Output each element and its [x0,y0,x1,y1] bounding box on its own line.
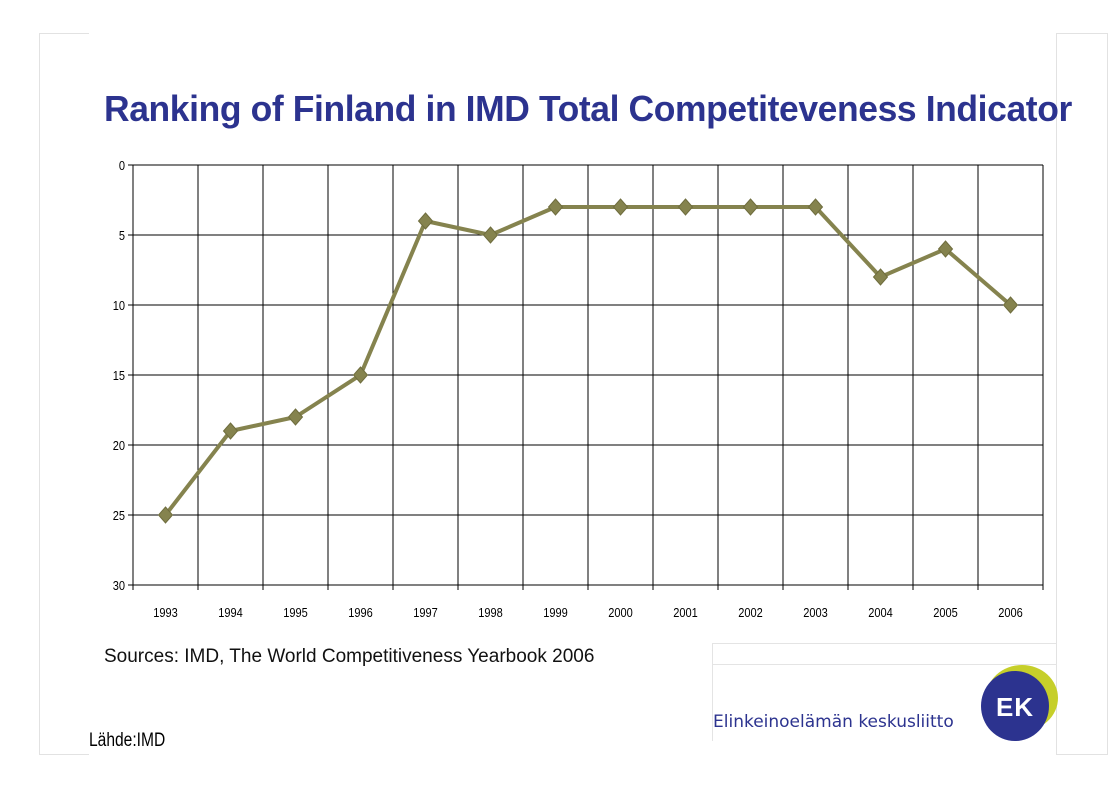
source-note: Sources: IMD, The World Competitiveness … [104,646,595,667]
footer-source-label: Lähde:IMD [89,730,166,751]
ek-logo-mark-text: EK [996,692,1034,722]
logo-divider [713,664,1057,665]
slide-frame-right [1056,33,1108,755]
chart-title: Ranking of Finland in IMD Total Competit… [104,88,1072,129]
data-point-marker [677,198,694,216]
x-tick-label: 2002 [738,605,763,620]
data-point-marker [872,268,889,286]
x-tick-label: 2003 [803,605,828,620]
y-tick-label: 5 [119,228,125,243]
y-tick-label: 20 [113,438,126,453]
x-tick-label: 2004 [868,605,893,620]
x-tick-label: 2006 [998,605,1023,620]
x-tick-label: 1994 [218,605,243,620]
data-point-marker [742,198,759,216]
data-point-marker [937,240,954,258]
data-point-marker [482,226,499,244]
y-tick-label: 0 [119,158,125,173]
data-point-marker [417,212,434,230]
ek-logo-panel: Elinkeinoelämän keskusliitto EK [712,643,1058,741]
slide-frame-left [39,33,89,755]
x-tick-label: 1995 [283,605,308,620]
x-tick-label: 1999 [543,605,568,620]
y-tick-label: 10 [113,298,126,313]
data-point-marker [1002,296,1019,314]
data-point-marker [287,408,304,426]
data-point-marker [612,198,629,216]
data-point-marker [157,506,174,524]
x-tick-label: 2000 [608,605,633,620]
ranking-line-chart: 0 5 10 15 20 25 30 1993 1994 1995 1996 1997 1998 1999… [113,158,1044,620]
ek-logo-icon: EK [981,665,1058,741]
data-point-marker [547,198,564,216]
x-tick-label: 1993 [153,605,178,620]
y-tick-label: 25 [113,508,126,523]
data-point-marker [222,422,239,440]
data-point-marker [807,198,824,216]
x-tick-label: 2001 [673,605,698,620]
x-tick-label: 2005 [933,605,958,620]
data-point-marker [352,366,369,384]
y-tick-label: 30 [113,578,126,593]
ek-logo-name: Elinkeinoelämän keskusliitto [713,712,954,732]
y-tick-label: 15 [113,368,126,383]
x-tick-label: 1998 [478,605,503,620]
x-tick-label: 1996 [348,605,373,620]
series-line [163,205,1013,517]
x-tick-label: 1997 [413,605,438,620]
